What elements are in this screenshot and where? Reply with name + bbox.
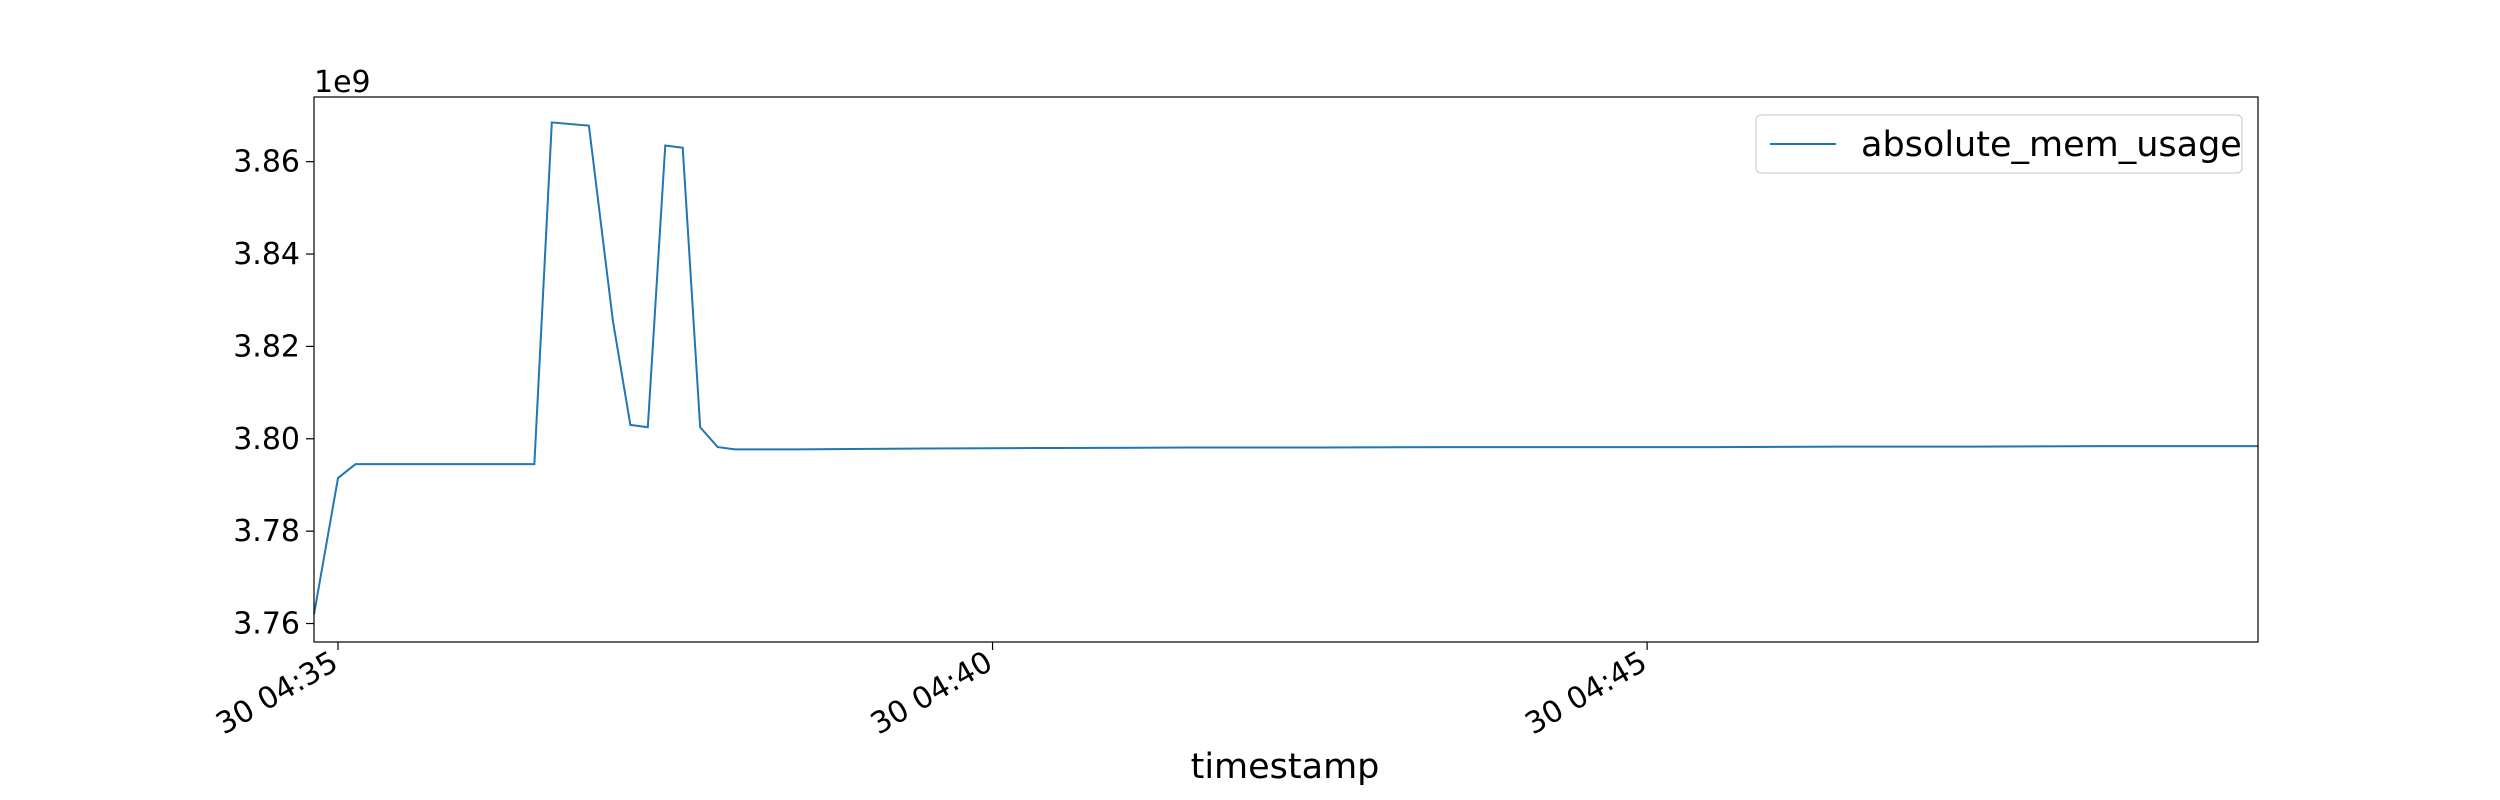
plot-area: [313, 121, 2258, 615]
y-tick-label: 3.84: [233, 237, 300, 272]
y-tick-label: 3.80: [233, 422, 300, 457]
y-axis-offset-label: 1e9: [314, 65, 371, 100]
x-tick-label: 30 04:40: [865, 645, 999, 742]
x-axis-label: timestamp: [1191, 747, 1380, 787]
y-tick-label: 3.82: [233, 329, 300, 364]
plot-frame: [313, 96, 2259, 643]
legend-box: [1755, 114, 2243, 174]
x-tick-label: 30 04:45: [1519, 645, 1653, 742]
x-tick-label: 30 04:35: [210, 645, 344, 742]
y-tick-label: 3.86: [233, 145, 300, 180]
series-line-absolute_mem_usage: [313, 121, 2258, 615]
legend: absolute_mem_usage: [1755, 114, 2243, 174]
y-tick-label: 3.76: [233, 607, 300, 642]
y-tick-label: 3.78: [233, 514, 300, 549]
legend-entry-label: absolute_mem_usage: [1861, 125, 2242, 165]
